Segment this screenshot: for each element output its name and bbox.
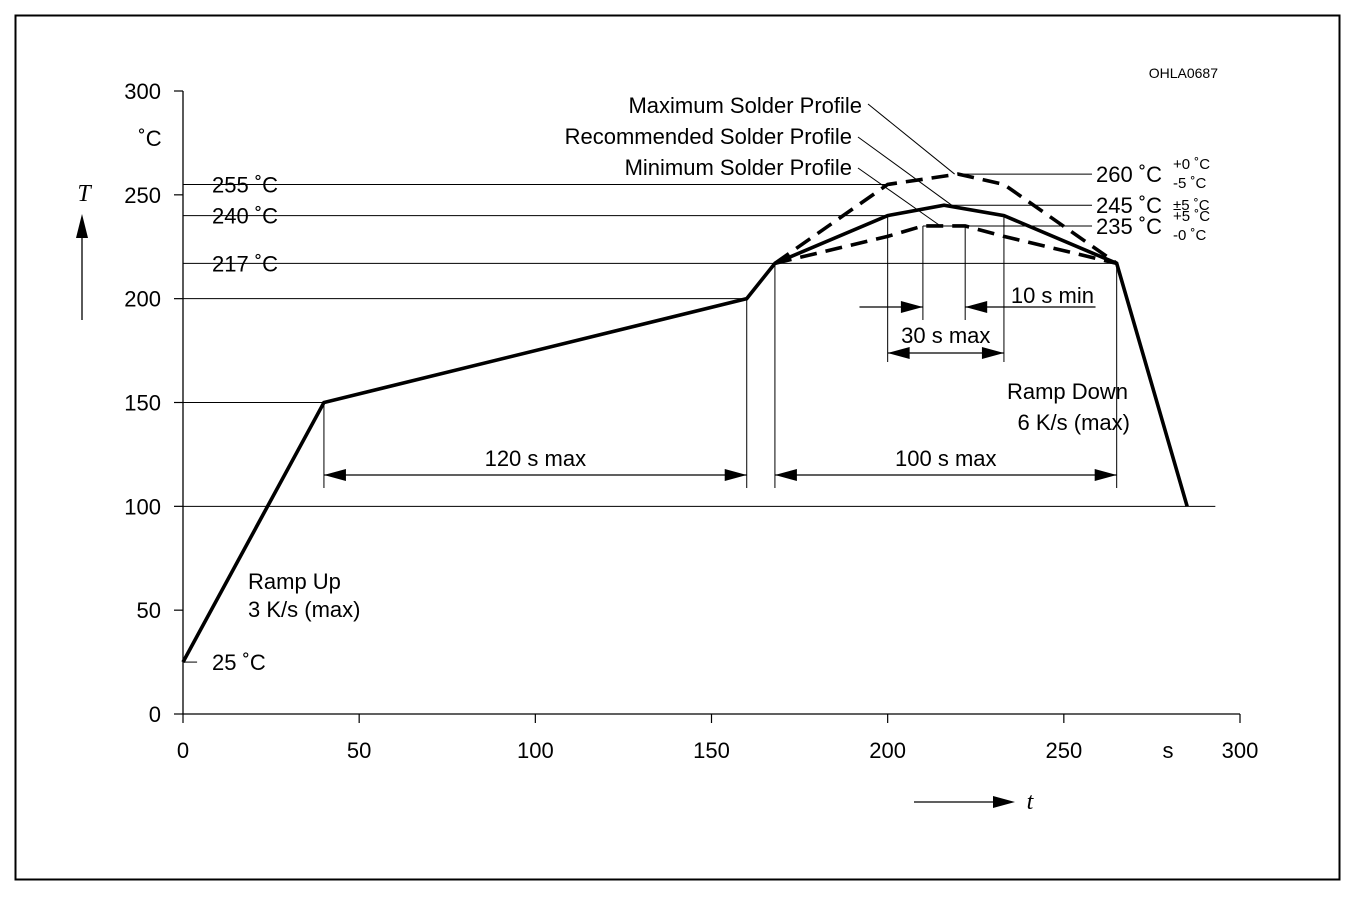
- series-callout-leader: [857, 136, 955, 208]
- series-line-minimum: [774, 224, 1118, 266]
- y-tick-label: 100: [124, 494, 161, 519]
- y-axis-symbol: T: [77, 181, 92, 207]
- series-callout-leader: [857, 167, 941, 227]
- peak-tolerance-top: +5 ˚C: [1173, 208, 1210, 225]
- y-tick-label: 150: [124, 391, 161, 416]
- ramp-up-label-line2: 3 K/s (max): [248, 597, 360, 622]
- y-tick-label: 250: [124, 183, 161, 208]
- y-unit-label: ˚C: [138, 126, 161, 151]
- x-unit-label: s: [1163, 738, 1174, 763]
- series-layer: [181, 172, 1189, 663]
- peak-tolerance-top: +0 ˚C: [1173, 156, 1210, 173]
- x-ticks: 0 50 100 150 200 250 300: [177, 714, 1258, 763]
- dimension-arrow-left: [887, 347, 910, 359]
- peak-tolerance-label: ±5 ˚C: [1173, 197, 1210, 214]
- y-ticks: 0 50 100 150 200 250 300: [124, 79, 183, 727]
- x-tick-label: 50: [347, 738, 371, 763]
- level-label: 25 ˚C: [212, 650, 266, 675]
- ramp-up-label-line1: Ramp Up: [248, 569, 341, 594]
- peak-value-label: 245 ˚C: [1096, 193, 1162, 218]
- dimension-label: 10 s min: [1011, 283, 1094, 308]
- ramp-down-label-line1: Ramp Down: [1007, 379, 1128, 404]
- y-tick-label: 50: [137, 598, 161, 623]
- dimension-arrow-left: [965, 301, 988, 313]
- dimension-arrow-left: [323, 469, 346, 481]
- x-tick-label: 150: [693, 738, 730, 763]
- series-callout-leader: [867, 103, 955, 175]
- duration-dimensions: 120 s max 100 s max 30 s max 10 s min: [323, 283, 1117, 481]
- x-axis-arrowhead-icon: [993, 796, 1015, 808]
- x-tick-label: 0: [177, 738, 189, 763]
- peak-tolerance-bottom: -0 ˚C: [1173, 227, 1207, 244]
- outer-border: [14, 14, 1341, 881]
- x-tick-label: 200: [869, 738, 906, 763]
- level-label: 217 ˚C: [212, 251, 278, 276]
- x-tick-label: 100: [517, 738, 554, 763]
- dimension-arrow-left: [774, 469, 797, 481]
- peak-value-label: 260 ˚C: [1096, 162, 1162, 187]
- x-tick-label: 250: [1045, 738, 1082, 763]
- dimension-label: 120 s max: [485, 446, 587, 471]
- dimension-arrow-right: [981, 347, 1004, 359]
- level-label: 255 ˚C: [212, 172, 278, 197]
- dimension-arrow-right: [1094, 469, 1117, 481]
- ramp-down-label-line2: 6 K/s (max): [1018, 410, 1130, 435]
- level-label: 240 ˚C: [212, 204, 278, 229]
- dimension-arrow-right: [900, 301, 923, 313]
- dimension-label: 30 s max: [901, 323, 990, 348]
- y-tick-label: 300: [124, 79, 161, 104]
- y-tick-label: 0: [149, 702, 161, 727]
- dimension-arrow-right: [724, 469, 747, 481]
- series-callout-label: Recommended Solder Profile: [565, 124, 852, 149]
- series-callout-label: Maximum Solder Profile: [628, 93, 862, 118]
- chart-labels: 255 ˚C 240 ˚C 217 ˚C 25 ˚C 260 ˚C +0 ˚C -5 ˚C 2…: [212, 93, 1210, 675]
- dimension-label: 100 s max: [895, 446, 997, 471]
- y-tick-label: 200: [124, 287, 161, 312]
- y-axis-arrowhead-icon: [76, 214, 88, 238]
- x-axis-symbol: t: [1027, 789, 1035, 815]
- peak-value-label: 235 ˚C: [1096, 214, 1162, 239]
- series-line-recommended: [181, 203, 1189, 663]
- series-line-maximum: [773, 172, 1118, 265]
- figure-code: OHLA0687: [1149, 65, 1218, 81]
- peak-tolerance-bottom: -5 ˚C: [1173, 175, 1207, 192]
- x-tick-label: 300: [1222, 738, 1259, 763]
- series-callout-label: Minimum Solder Profile: [625, 155, 852, 180]
